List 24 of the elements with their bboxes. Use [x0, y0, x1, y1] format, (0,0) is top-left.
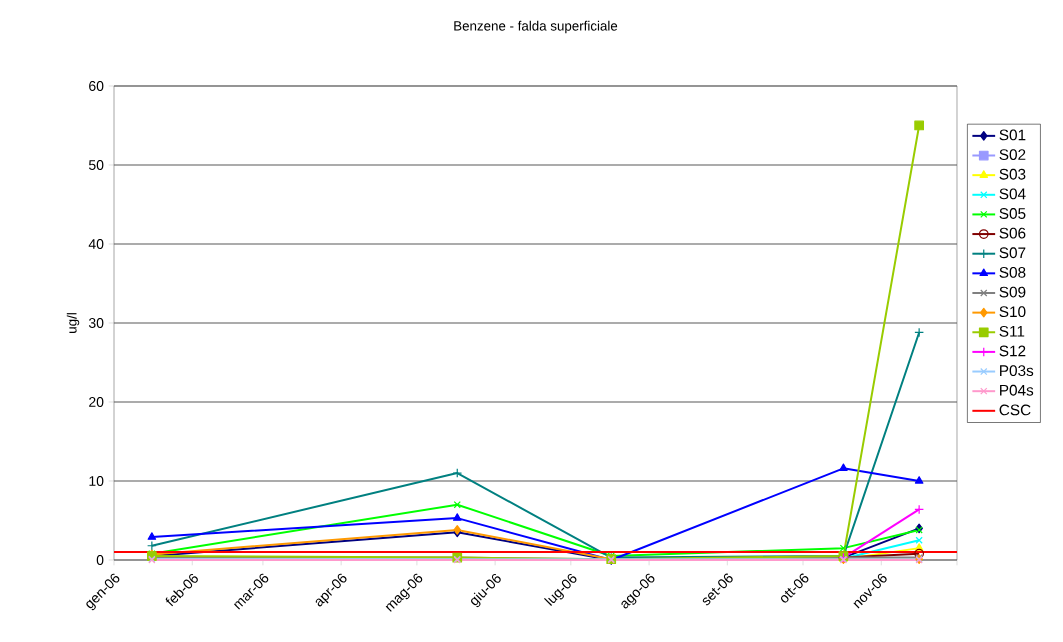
y-tick-label: 20 [89, 397, 104, 407]
legend-label: CSC [999, 404, 1031, 416]
legend-label: S11 [999, 325, 1025, 337]
legend-label: S04 [999, 188, 1026, 200]
legend-label: S03 [999, 168, 1026, 180]
y-tick-label: 40 [88, 239, 104, 249]
y-tick-label: 50 [88, 160, 104, 170]
legend-label: S12 [999, 345, 1026, 357]
legend-label: S09 [999, 286, 1026, 298]
legend-label: S07 [999, 247, 1026, 259]
legend-label: P03s [1000, 365, 1034, 377]
legend-label: P04s [1000, 384, 1034, 396]
chart-title: Benzene - falda superficiale [454, 20, 618, 34]
legend-label: S05 [999, 208, 1026, 219]
y-tick-label: 10 [89, 476, 104, 486]
legend-label: S08 [999, 266, 1026, 278]
legend-label: S10 [999, 306, 1026, 318]
legend-label: S02 [999, 149, 1026, 161]
legend-label: S01 [999, 129, 1026, 141]
y-tick-label: 30 [88, 318, 104, 328]
y-tick-label: 60 [89, 81, 104, 91]
y-axis-title: ug/l [66, 313, 80, 333]
legend-label: S06 [999, 227, 1026, 239]
y-tick-label: 0 [96, 555, 104, 565]
